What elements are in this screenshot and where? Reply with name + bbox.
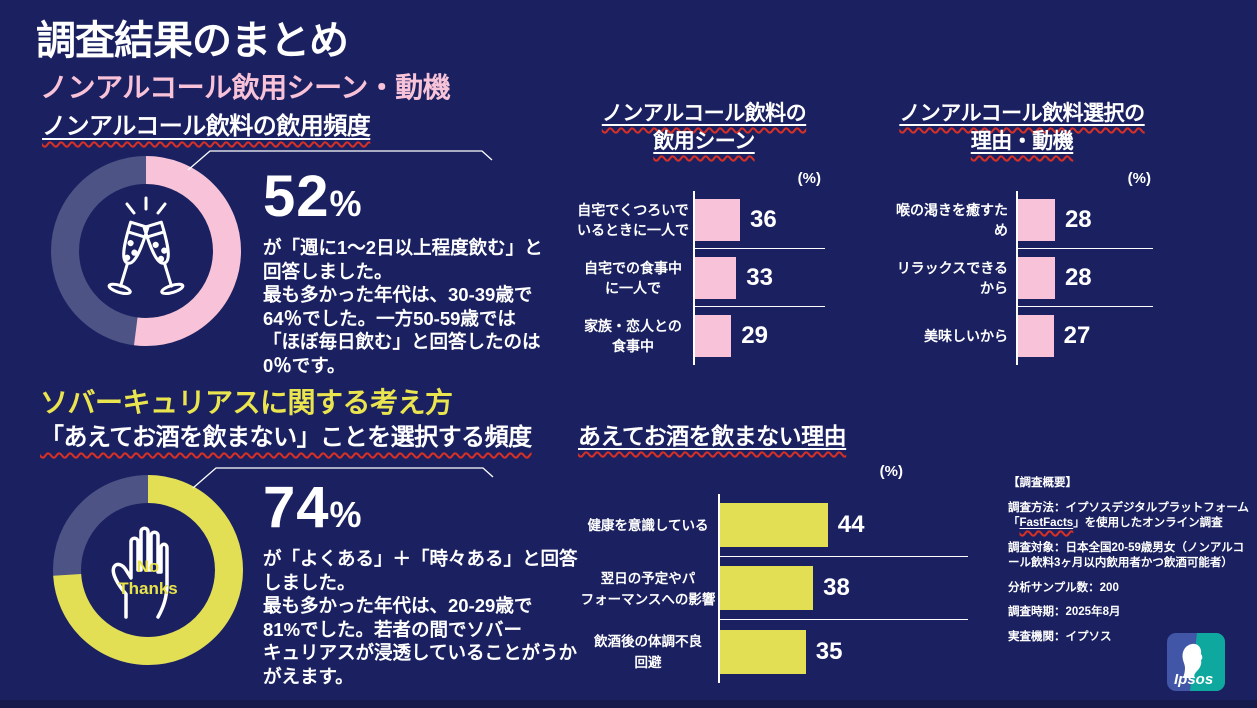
survey-heading: 【調査概要】 <box>1008 477 1077 489</box>
stat-description: が「週に1～2日以上程度飲む」と 回答しました。 最も多かった年代は、30-39… <box>263 237 543 376</box>
bar-label: リラックスできるから <box>896 260 1008 296</box>
bar-rows: 健康を意識している 44 翌日の予定やパ フォーマンスへの影響 38 飲酒後の体… <box>578 494 973 683</box>
donut-svg <box>51 156 241 346</box>
chart-usage-scenes: ノンアルコール飲料の 飲用シーン (%) 自宅でくつろいで いるときに一人で 3… <box>573 100 835 365</box>
bar <box>720 566 814 610</box>
logo-wordmark: Ipsos <box>1174 671 1213 688</box>
bar <box>720 629 806 674</box>
bar-label: 健康を意識している <box>587 518 709 533</box>
bar-value: 33 <box>746 263 773 291</box>
bar <box>695 198 740 241</box>
subtitle-choose-not-to-drink: 「あえてお酒を飲まない」ことを選択する頻度 <box>40 424 532 451</box>
bar-value: 28 <box>1064 205 1092 233</box>
bar-row: リラックスできるから 28 <box>888 249 1153 307</box>
survey-period: 調査時期：2025年8月 <box>1008 606 1121 618</box>
percent-unit-label: (%) <box>1127 170 1151 187</box>
bar-row: 翌日の予定やパ フォーマンスへの影響 38 <box>578 557 968 620</box>
bar-row: 自宅でくつろいで いるときに一人で 36 <box>573 191 825 249</box>
bar-track: 28 <box>1016 191 1153 249</box>
bar <box>695 256 737 299</box>
bar-label: 喉の渇きを癒すため <box>896 202 1008 238</box>
bar-value: 27 <box>1063 322 1091 349</box>
stat-value: 52% <box>263 164 363 229</box>
bar-track: 27 <box>1016 307 1153 365</box>
chart-selection-reasons: ノンアルコール飲料選択の 理由・動機 (%) 喉の渇きを癒すため 28 リラック… <box>888 100 1156 365</box>
donut-svg <box>53 475 243 665</box>
bar-row: 家族・恋人との 食事中 29 <box>573 307 825 365</box>
bar <box>1018 256 1055 299</box>
no-thanks-label: No Thanks <box>118 557 178 598</box>
bar-label: 飲酒後の体調不良 回避 <box>594 633 702 670</box>
survey-agency: 実査機関：イプソス <box>1008 630 1112 643</box>
bar-track: 29 <box>693 307 825 365</box>
page-title: 調査結果のまとめ <box>36 19 349 63</box>
bar-label: 美味しいから <box>924 328 1008 344</box>
bar-row: 喉の渇きを癒すため 28 <box>888 191 1153 249</box>
bar-rows: 自宅でくつろいで いるときに一人で 36 自宅での食事中 に一人で 33 家族・… <box>573 191 835 365</box>
subtitle-drinking-frequency: ノンアルコール飲料の飲用頻度 <box>42 113 371 140</box>
stop-hand-icon <box>111 526 169 619</box>
champagne-glasses-icon <box>107 196 185 296</box>
donut-segment-52 <box>51 156 241 346</box>
ipsos-logo-svg: Ipsos <box>1167 633 1225 691</box>
stat-value: 74% <box>263 475 363 540</box>
bar-track: 36 <box>693 191 825 249</box>
chart-title: あえてお酒を飲まない理由 <box>578 423 847 449</box>
bar-row: 飲酒後の体調不良 回避 35 <box>578 620 968 683</box>
bar-value: 29 <box>741 322 768 349</box>
survey-method: 調査方法：イプソスデジタルプラットフォーム「FastFacts」を使用したオンラ… <box>1008 501 1249 530</box>
bar-track: 44 <box>718 494 968 557</box>
bar-value: 36 <box>750 205 777 233</box>
section-title-sober-curious: ソバーキュリアスに関する考え方 <box>40 387 453 418</box>
bar <box>695 315 732 357</box>
bar-track: 33 <box>693 249 825 307</box>
bar-track: 38 <box>718 557 968 620</box>
bar-track: 28 <box>1016 249 1153 307</box>
survey-audience: 調査対象：日本全国20-59歳男女（ノンアルコール飲料3ヶ月以内飲用者かつ飲酒可… <box>1008 541 1245 570</box>
survey-overview: 【調査概要】 調査方法：イプソスデジタルプラットフォーム「FastFacts」を… <box>1008 476 1252 654</box>
bar <box>1018 315 1054 357</box>
bar-value: 28 <box>1064 263 1092 291</box>
chart-title: ノンアルコール飲料の 飲用シーン <box>601 102 807 153</box>
percent-unit-label: (%) <box>879 463 903 480</box>
bar <box>720 503 828 547</box>
percent-unit-label: (%) <box>797 170 821 187</box>
bar <box>1018 198 1055 241</box>
donut-segment-74 <box>53 475 243 665</box>
donut-chart-sober-frequency: No Thanks <box>50 472 246 668</box>
bar-label: 自宅でくつろいで いるときに一人で <box>577 202 689 238</box>
bar-value: 35 <box>815 637 843 665</box>
bar-row: 健康を意識している 44 <box>578 494 968 557</box>
stat-callout-frequency: 52% が「週に1～2日以上程度飲む」と 回答しました。 最も多かった年代は、3… <box>263 168 583 377</box>
bar-label: 翌日の予定やパ フォーマンスへの影響 <box>580 570 716 607</box>
bar-track: 35 <box>718 620 968 683</box>
section-title-nonalcohol: ノンアルコール飲用シーン・動機 <box>40 72 451 103</box>
donut-chart-drinking-frequency <box>48 153 244 349</box>
ipsos-logo: Ipsos <box>1167 633 1225 696</box>
bar-row: 美味しいから 27 <box>888 307 1153 365</box>
bar-label: 家族・恋人との 食事中 <box>584 318 682 354</box>
bar-row: 自宅での食事中 に一人で 33 <box>573 249 825 307</box>
bottom-strip <box>0 700 1257 708</box>
bar-rows: 喉の渇きを癒すため 28 リラックスできるから 28 美味しいから 27 <box>888 191 1156 365</box>
stat-callout-sober: 74% が「よくある」＋「時々ある」と回答 しました。 最も多かった年代は、20… <box>263 479 583 688</box>
chart-no-alcohol-reasons: あえてお酒を飲まない理由 (%) 健康を意識している 44 翌日の予定やパ フォ… <box>578 421 973 683</box>
bar-value: 44 <box>837 511 865 538</box>
face-silhouette-icon <box>1182 643 1203 678</box>
stat-description: が「よくある」＋「時々ある」と回答 しました。 最も多かった年代は、20-29歳… <box>263 548 578 687</box>
bar-value: 38 <box>823 574 850 601</box>
chart-title: ノンアルコール飲料選択の 理由・動機 <box>899 102 1145 153</box>
bar-label: 自宅での食事中 に一人で <box>584 260 682 296</box>
survey-sample-size: 分析サンプル数：200 <box>1008 581 1119 594</box>
